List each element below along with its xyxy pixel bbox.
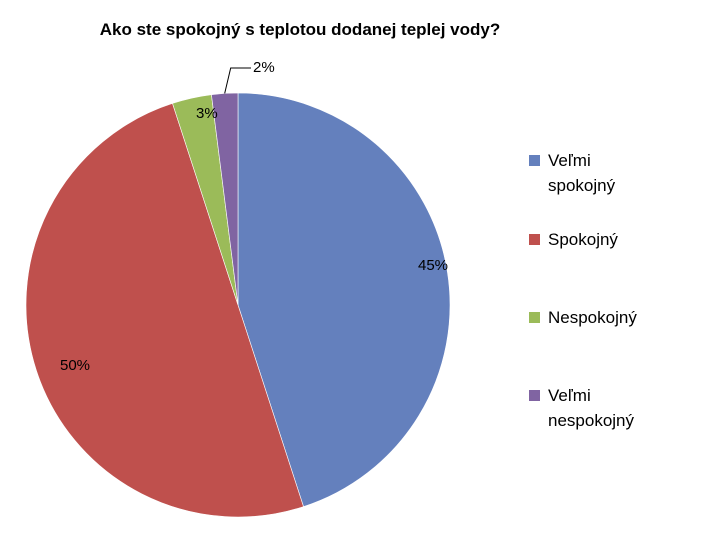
legend-label-nespokojny: Nespokojný — [548, 305, 688, 330]
legend-label-line: Nespokojný — [548, 308, 637, 327]
legend-swatch-velmi-nespokojny — [529, 390, 540, 401]
data-label-spokojny: 50% — [60, 357, 90, 374]
legend-swatch-nespokojny — [529, 312, 540, 323]
legend-label-velmi-spokojny: Veľmi spokojný — [548, 148, 688, 198]
chart-title: Ako ste spokojný s teplotou dodanej tepl… — [99, 20, 501, 39]
legend-swatch-spokojny — [529, 234, 540, 245]
legend-label-line: Veľmi — [548, 386, 591, 405]
data-label-nespokojny: 3% — [196, 105, 218, 122]
data-label-velmi-spokojny: 45% — [418, 257, 448, 274]
data-label-velmi-nespokojny: 2% — [253, 59, 275, 76]
legend-swatch-velmi-spokojny — [529, 155, 540, 166]
leader-line-velmi-nespokojny — [224, 67, 251, 94]
legend-label-line: Spokojný — [548, 230, 618, 249]
pie-slice-velmi-spokojny — [237, 92, 451, 508]
legend-label-velmi-nespokojny: Veľmi nespokojný — [548, 383, 688, 433]
legend-label-line: nespokojný — [548, 411, 635, 430]
legend-label-line: spokojný — [548, 176, 616, 195]
legend-label-line: Veľmi — [548, 151, 591, 170]
pie-slice-velmi-nespokojny — [211, 92, 239, 306]
legend-label-spokojny: Spokojný — [548, 227, 688, 252]
pie-slice-spokojny — [25, 102, 304, 518]
